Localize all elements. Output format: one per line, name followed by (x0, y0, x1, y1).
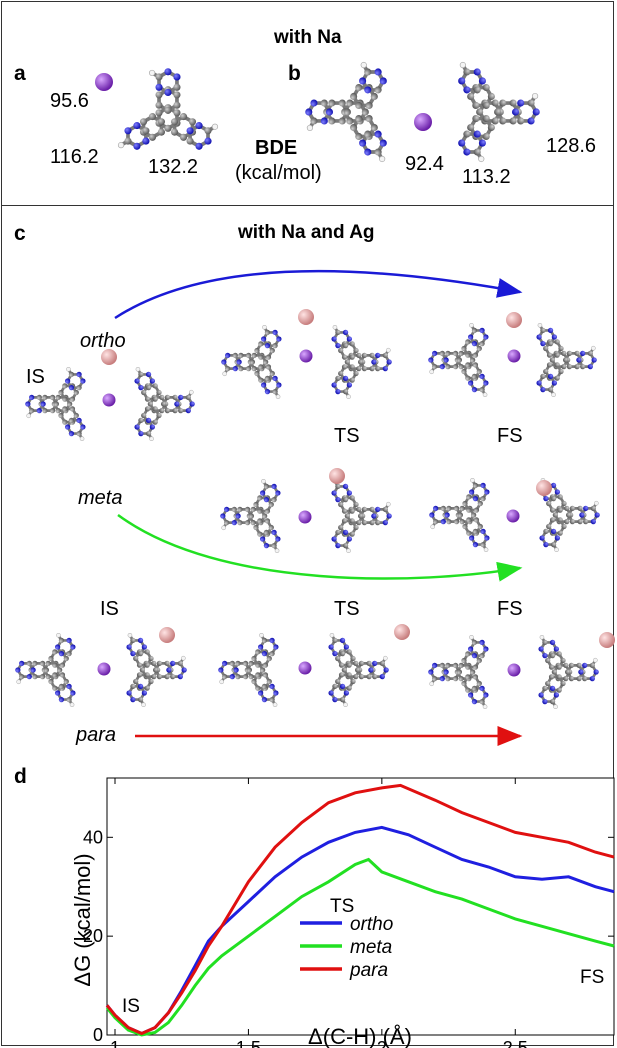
na-ts-para (298, 661, 312, 675)
plot-area (106, 777, 615, 1036)
bde-unit: (kcal/mol) (235, 162, 322, 184)
ag-is-para (159, 627, 175, 643)
legend-label-ortho: ortho (350, 914, 393, 935)
free-energy-chart: 1 1.5 2 2.5 0 20 40 ΔG (kcal/mol) Δ(C-H) (Å) I… (70, 777, 615, 1048)
ts-ortho-right (331, 324, 392, 400)
series-line-meta (105, 857, 615, 1037)
label-meta: meta (78, 487, 123, 509)
ts-meta-left (220, 478, 281, 554)
na-atom-a (95, 73, 113, 91)
label-is-upper: IS (26, 366, 45, 388)
ts-para-left (218, 632, 279, 708)
fs-ortho-right (536, 322, 597, 398)
ag-fs-ortho (506, 312, 522, 328)
fs-ortho-left (428, 322, 489, 398)
label-ts-lower: TS (334, 598, 360, 620)
na-fs-para (507, 663, 521, 677)
title-with-na: with Na (274, 27, 342, 48)
molecule-illustrations (15, 61, 615, 746)
y-axis-label: ΔG (kcal/mol) (70, 853, 95, 986)
is-right (134, 366, 195, 442)
x-tick-label-0: 1 (110, 1038, 120, 1048)
y-tick-label-1: 20 (83, 926, 103, 946)
molecule-a (117, 68, 219, 150)
ag-ts-ortho (298, 309, 314, 325)
na-is (102, 393, 116, 407)
x-tick-label-2: 2 (377, 1038, 387, 1048)
panel-label-a: a (14, 62, 26, 85)
fs-para-right (538, 634, 599, 710)
na-ts-meta (298, 510, 312, 524)
label-para: para (76, 724, 117, 746)
title-with-na-and-ag: with Na and Ag (238, 222, 375, 243)
ag-ts-para (394, 624, 410, 640)
na-ts-ortho (299, 349, 313, 363)
label-ortho: ortho (80, 330, 126, 352)
bde-b-3: 128.6 (546, 135, 597, 157)
label-fs-lower: FS (497, 598, 523, 620)
x-tick-label-1: 1.5 (236, 1038, 261, 1048)
divider-top (1, 205, 614, 206)
bde-b-1: 92.4 (405, 153, 444, 175)
ag-fs-meta (536, 480, 552, 496)
bde-a-3: 132.2 (148, 156, 199, 178)
fs-para-left (428, 634, 489, 710)
fs-meta-left (429, 477, 490, 553)
arrow-meta (117, 513, 523, 582)
legend-label-meta: meta (350, 937, 392, 958)
series-line-para (105, 783, 615, 1036)
molecule-b-right (458, 61, 540, 163)
bde-a-2: 116.2 (50, 146, 99, 168)
ag-ts-meta (329, 468, 345, 484)
na-fs-ortho (507, 349, 521, 363)
is-para-left (15, 632, 76, 708)
x-axis-label: Δ(C-H) (Å) (308, 1024, 412, 1048)
na-is-para (97, 662, 111, 676)
na-atom-b (414, 113, 432, 131)
x-tick-label-3: 2.5 (503, 1038, 528, 1048)
panel-label-c: c (14, 222, 26, 245)
na-fs-meta (506, 509, 520, 523)
panel-label-b: b (288, 62, 301, 85)
bde-b-2: 113.2 (462, 166, 511, 188)
label-ts-upper: TS (334, 425, 360, 447)
annotation-is: IS (122, 996, 140, 1017)
legend-label-para: para (349, 960, 388, 981)
bde-a-1: 95.6 (50, 90, 89, 112)
ts-ortho-left (221, 324, 282, 400)
label-is-lower: IS (100, 598, 119, 620)
arrow-ortho (114, 269, 523, 320)
molecule-b-left (305, 61, 387, 163)
bde-label: BDE (255, 137, 298, 159)
ag-fs-para (599, 632, 615, 648)
ts-para-right (328, 632, 389, 708)
ts-meta-right (331, 478, 392, 554)
annotation-ts: TS (330, 896, 354, 917)
y-tick-label-0: 0 (93, 1025, 103, 1045)
ag-is (101, 349, 117, 365)
y-tick-label-2: 40 (83, 827, 103, 847)
panel-label-d: d (14, 765, 27, 788)
is-left (25, 366, 86, 442)
label-fs-upper: FS (497, 425, 523, 447)
is-para-right (126, 632, 187, 708)
annotation-fs: FS (580, 967, 604, 988)
